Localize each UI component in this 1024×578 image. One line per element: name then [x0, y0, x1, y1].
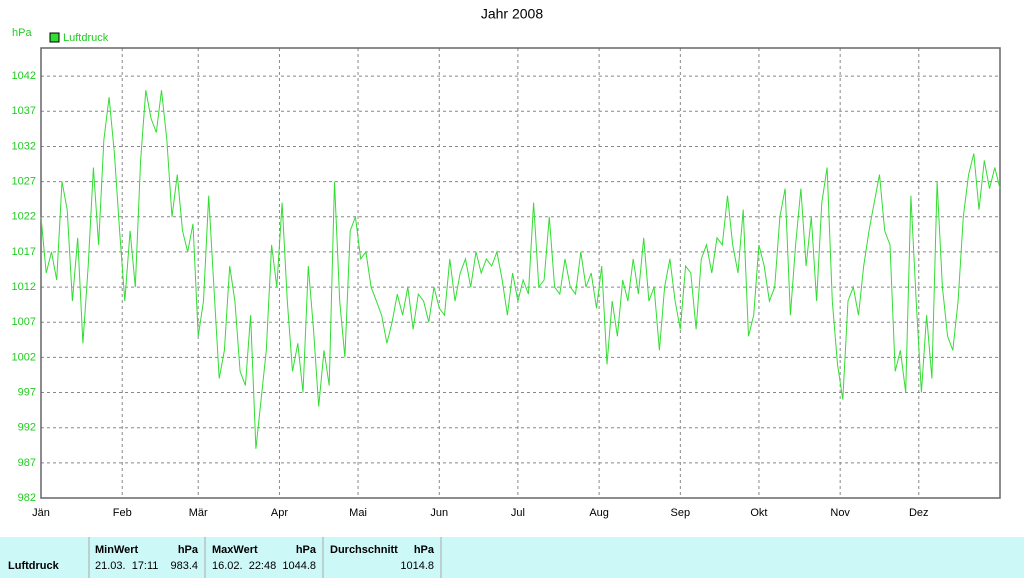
- y-tick-label: 1002: [12, 351, 36, 363]
- x-tick-label: Jän: [32, 507, 50, 519]
- legend-label: Luftdruck: [63, 32, 109, 44]
- cell-value: 1044.8: [282, 560, 316, 572]
- y-tick-label: 1017: [12, 246, 36, 258]
- row-label: Luftdruck: [8, 560, 60, 572]
- y-tick-label: 992: [18, 422, 36, 434]
- y-tick-label: 1042: [12, 70, 36, 82]
- x-tick-label: Mär: [189, 507, 208, 519]
- chart-title: Jahr 2008: [481, 6, 543, 22]
- y-tick-label: 987: [18, 457, 36, 469]
- col-unit: hPa: [178, 544, 199, 556]
- cell-value: 1014.8: [400, 560, 434, 572]
- y-tick-label: 982: [18, 492, 36, 504]
- col-header: Durchschnitt: [330, 544, 398, 556]
- col-header: MinWert: [95, 544, 139, 556]
- legend-swatch: [49, 32, 60, 43]
- y-axis-label: hPa: [12, 27, 32, 39]
- x-tick-label: Mai: [349, 507, 367, 519]
- y-tick-label: 1027: [12, 176, 36, 188]
- x-tick-label: Jun: [430, 507, 448, 519]
- plot-border: [40, 47, 1001, 499]
- x-tick-label: Jul: [511, 507, 525, 519]
- line: [40, 90, 1001, 449]
- x-tick-label: Aug: [589, 507, 609, 519]
- x-tick-label: Apr: [271, 507, 288, 519]
- y-tick-label: 1007: [12, 316, 36, 328]
- y-tick-label: 1022: [12, 211, 36, 223]
- x-tick-label: Dez: [909, 507, 929, 519]
- table-background: [0, 537, 1024, 578]
- x-tick-label: Okt: [750, 507, 767, 519]
- cell-value: 983.4: [170, 560, 198, 572]
- cell-date: 16.02. 22:48: [212, 560, 276, 572]
- x-tick-label: Feb: [113, 507, 132, 519]
- y-tick-label: 1032: [12, 140, 36, 152]
- table: Luftdruck MinWert hPa 21.03. 17:11 983.4…: [8, 537, 442, 578]
- col-unit: hPa: [296, 544, 317, 556]
- x-tick-label: Nov: [830, 507, 850, 519]
- col-header: MaxWert: [212, 544, 258, 556]
- y-tick-label: 997: [18, 386, 36, 398]
- y-tick-label: 1012: [12, 281, 36, 293]
- y-tick-label: 1037: [12, 105, 36, 117]
- col-unit: hPa: [414, 544, 435, 556]
- x-tick-label: Sep: [671, 507, 691, 519]
- cell-date: 21.03. 17:11: [95, 560, 158, 572]
